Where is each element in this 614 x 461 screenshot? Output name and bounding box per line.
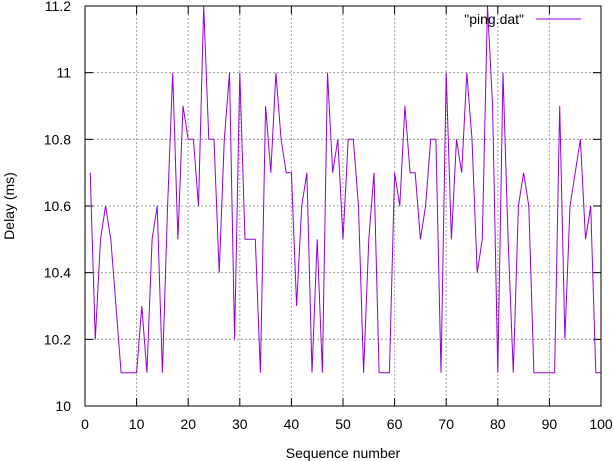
x-tick-label: 50 <box>335 416 351 432</box>
grid <box>85 6 601 406</box>
x-tick-label: 80 <box>490 416 506 432</box>
x-tick-label: 40 <box>284 416 300 432</box>
legend-label: "ping.dat" <box>464 11 524 27</box>
x-tick-label: 20 <box>180 416 196 432</box>
y-tick-label: 10.6 <box>44 198 71 214</box>
x-tick-label: 10 <box>129 416 145 432</box>
x-tick-label: 60 <box>387 416 403 432</box>
x-tick-label: 100 <box>589 416 613 432</box>
y-tick-label: 11 <box>56 65 71 81</box>
x-tick-label: 0 <box>81 416 89 432</box>
plot-border <box>84 5 602 407</box>
y-tick-label: 10.4 <box>44 265 71 281</box>
y-tick-labels: 10 10.2 10.4 10.6 10.8 11 11.2 <box>44 0 71 414</box>
x-tick-labels: 0 10 20 30 40 50 60 70 80 90 100 <box>81 416 613 432</box>
y-tick-label: 11.2 <box>45 0 71 14</box>
legend: "ping.dat" <box>464 11 581 27</box>
series-area <box>89 5 601 374</box>
y-tick-label: 10 <box>55 398 71 414</box>
y-tick-label: 10.2 <box>44 331 71 347</box>
x-tick-label: 30 <box>232 416 248 432</box>
y-tick-label: 10.8 <box>44 131 71 147</box>
y-axis-label: Delay (ms) <box>1 172 17 240</box>
x-tick-label: 70 <box>438 416 454 432</box>
x-axis-label: Sequence number <box>286 445 401 461</box>
series-line <box>89 5 601 374</box>
x-tick-label: 90 <box>542 416 558 432</box>
